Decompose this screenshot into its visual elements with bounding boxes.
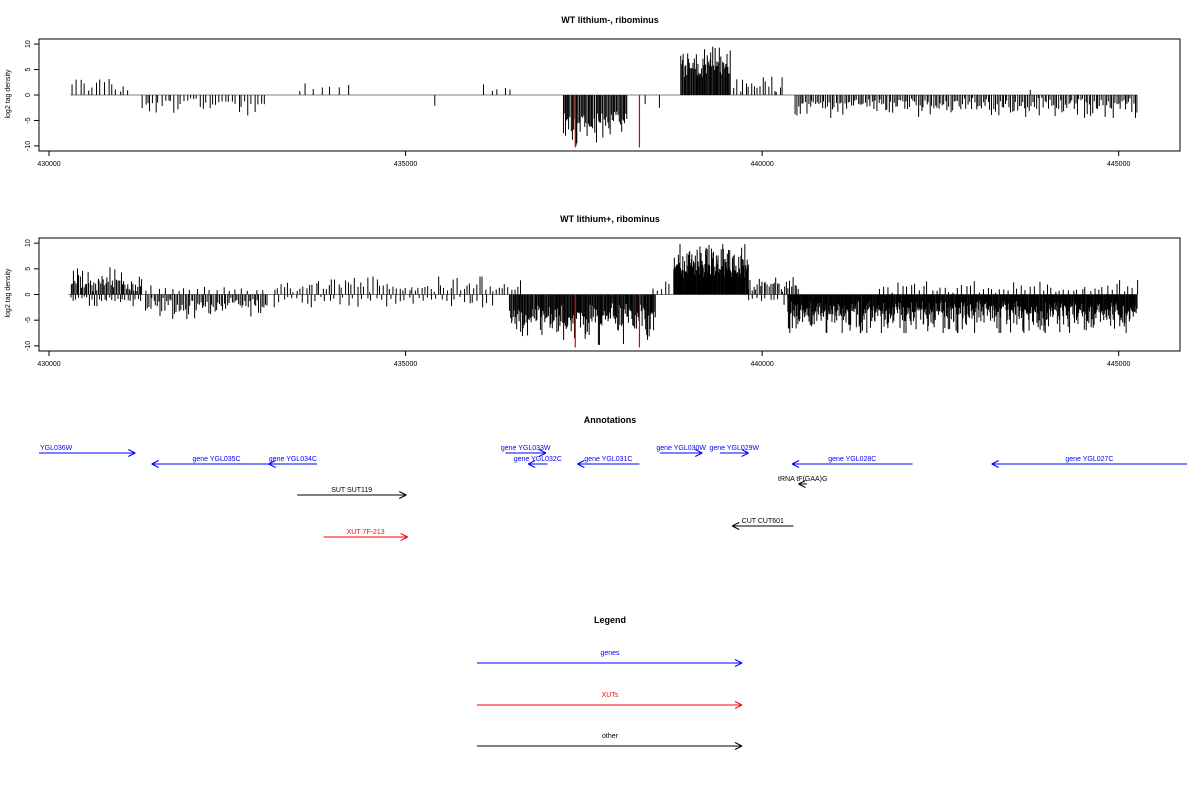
panel-title: WT lithium-, ribominus bbox=[561, 15, 659, 25]
feature-label: gene YGL028C bbox=[828, 456, 876, 463]
x-tick-label: 440000 bbox=[750, 361, 773, 368]
legend-arrow bbox=[477, 701, 743, 709]
x-tick-label: 430000 bbox=[37, 361, 60, 368]
feature-label: gene YGL029W bbox=[709, 445, 759, 452]
y-axis-label: log2 tag density bbox=[5, 268, 12, 318]
annotations-track: Annotations YGL036W gene YGL035C gene YGL0… bbox=[39, 415, 1188, 541]
feature-label: SUT SUT119 bbox=[331, 487, 372, 494]
feature-arrow bbox=[720, 449, 749, 457]
legend-arrow bbox=[477, 742, 743, 750]
feature-arrow bbox=[991, 460, 1188, 468]
track-panel-lithium-minus: WT lithium-, ribominus log2 tag density … bbox=[5, 15, 1181, 168]
legend-label: XUTs bbox=[602, 692, 619, 699]
feature-arrow bbox=[731, 522, 794, 530]
feature-arrow bbox=[151, 460, 282, 468]
feature-arrow bbox=[527, 460, 548, 468]
feature-arrow bbox=[505, 449, 547, 457]
feature-label: gene YGL034C bbox=[269, 456, 317, 463]
legend-entries: genes XUTs other bbox=[477, 650, 743, 750]
y-tick-label: -5 bbox=[25, 117, 32, 123]
feature-label: gene YGL030W bbox=[656, 445, 706, 452]
y-tick-label: -5 bbox=[25, 317, 32, 323]
annotations-title: Annotations bbox=[584, 415, 637, 425]
x-tick-label: 445000 bbox=[1107, 361, 1130, 368]
x-axis: 430000 435000 440000 445000 bbox=[37, 351, 1130, 368]
legend-title: Legend bbox=[594, 615, 626, 625]
feature-arrow bbox=[798, 480, 808, 488]
panel-title: WT lithium+, ribominus bbox=[560, 214, 660, 224]
x-tick-label: 435000 bbox=[394, 161, 417, 168]
track-panel-lithium-plus: WT lithium+, ribominus log2 tag density … bbox=[5, 214, 1181, 368]
y-tick-label: 5 bbox=[25, 267, 32, 271]
feature-arrow bbox=[39, 449, 136, 457]
highlight-bars bbox=[574, 294, 641, 348]
y-tick-label: 0 bbox=[25, 93, 32, 97]
x-axis: 430000 435000 440000 445000 bbox=[37, 151, 1130, 168]
feature-label: CUT CUT601 bbox=[742, 518, 784, 525]
x-tick-label: 445000 bbox=[1107, 161, 1130, 168]
legend-label: other bbox=[602, 733, 619, 740]
feature-label: XUT 7F-213 bbox=[347, 529, 385, 536]
y-tick-label: -10 bbox=[25, 141, 32, 151]
highlight-bars bbox=[574, 95, 641, 148]
y-tick-label: 5 bbox=[25, 67, 32, 71]
feature-arrow bbox=[323, 533, 408, 541]
x-tick-label: 430000 bbox=[37, 161, 60, 168]
y-tick-label: 10 bbox=[25, 239, 32, 247]
legend-label: genes bbox=[600, 650, 620, 657]
feature-label: gene YGL032C bbox=[514, 456, 562, 463]
feature-arrow bbox=[297, 491, 407, 499]
feature-arrow bbox=[660, 449, 703, 457]
x-tick-label: 435000 bbox=[394, 361, 417, 368]
y-axis-label: log2 tag density bbox=[5, 69, 12, 119]
x-tick-label: 440000 bbox=[750, 161, 773, 168]
density-bars bbox=[71, 46, 1138, 146]
feature-arrow bbox=[268, 460, 318, 468]
feature-label: gene YGL031C bbox=[584, 456, 632, 463]
feature-label: gene YGL027C bbox=[1065, 456, 1113, 463]
feature-label: YGL036W bbox=[40, 445, 73, 452]
y-tick-label: 0 bbox=[25, 292, 32, 296]
feature-label: gene YGL035C bbox=[192, 456, 240, 463]
y-axis: 10 5 0 -5 -10 bbox=[25, 40, 39, 151]
feature-label: tRNA tF(GAA)G bbox=[778, 476, 827, 483]
density-bars bbox=[70, 244, 1139, 345]
legend-arrow bbox=[477, 659, 743, 667]
legend: Legend genes XUTs other bbox=[477, 615, 743, 750]
feature-arrow bbox=[791, 460, 913, 468]
feature-arrow bbox=[577, 460, 640, 468]
y-tick-label: 10 bbox=[25, 40, 32, 48]
y-axis: 10 5 0 -5 -10 bbox=[25, 239, 39, 351]
feature-label: gene YGL033W bbox=[501, 445, 551, 452]
annotation-features: YGL036W gene YGL035C gene YGL034C gene YGL0… bbox=[39, 445, 1188, 541]
y-tick-label: -10 bbox=[25, 341, 32, 351]
